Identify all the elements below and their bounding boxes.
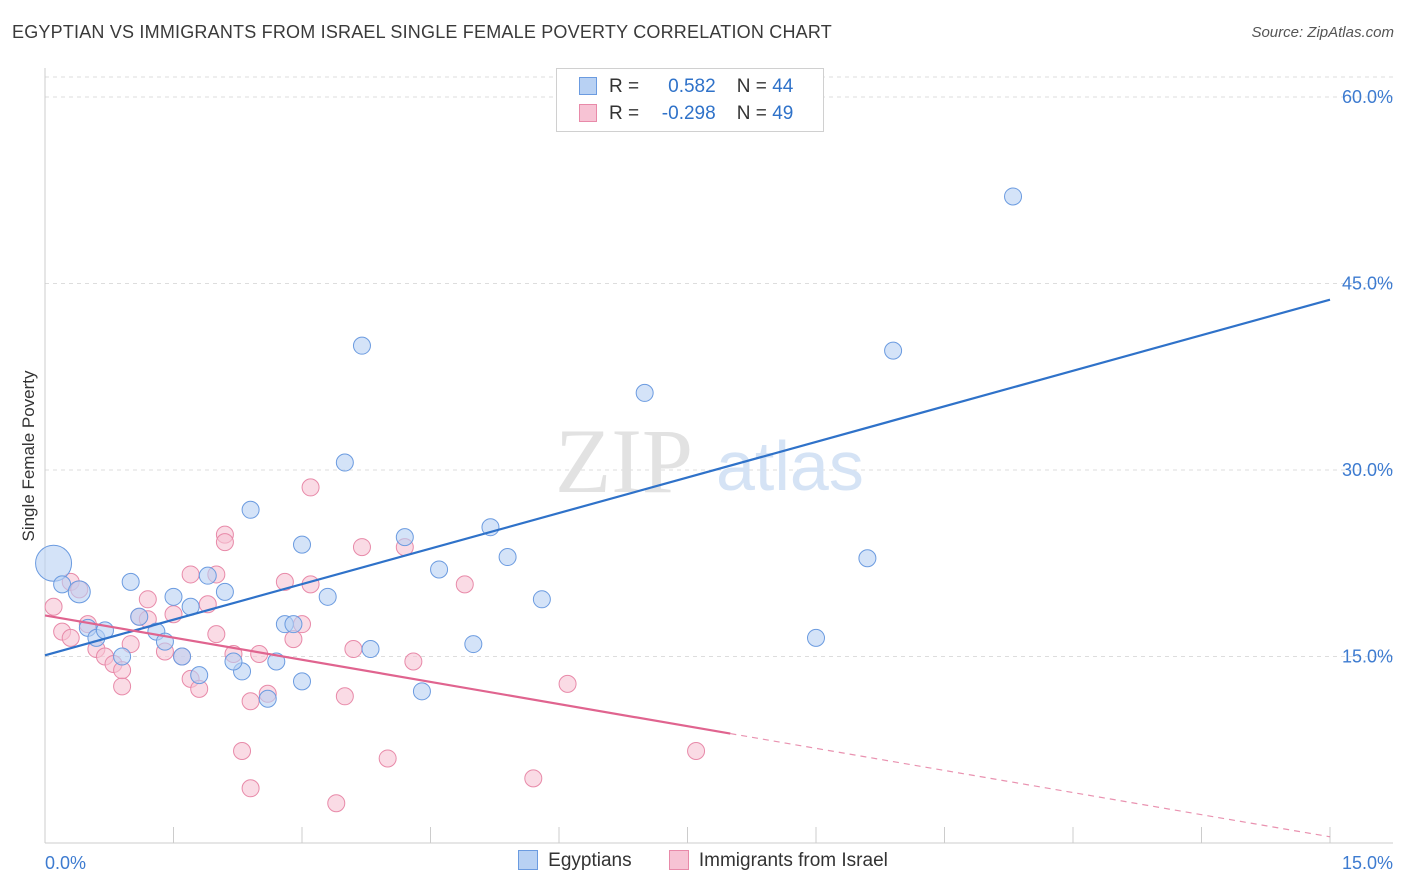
grid-lines [45, 76, 1393, 657]
legend-label-egyptians: Egyptians [548, 850, 632, 871]
legend-swatch-egyptians [518, 850, 539, 870]
point-egyptians [113, 647, 132, 666]
trend-lines [44, 298, 1331, 838]
y-axis-label: Single Female Poverty [19, 370, 38, 542]
chart-title: EGYPTIAN VS IMMIGRANTS FROM ISRAEL SINGL… [12, 22, 832, 42]
watermark-zip: ZIP [555, 410, 693, 512]
legend-label-israel: Immigrants from Israel [698, 850, 888, 871]
point-israel [241, 779, 260, 798]
point-israel [344, 640, 363, 659]
point-israel [524, 769, 543, 788]
point-egyptians [121, 572, 140, 591]
correlation-legend: R = 0.582 N = 44 R = -0.298 N = 49 [556, 68, 824, 132]
point-israel [687, 741, 706, 760]
trend-israel-extrapolated [730, 732, 1331, 838]
legend-n-value: 44 [772, 76, 794, 97]
legend-n-label: N = [736, 103, 767, 124]
point-egyptians [215, 582, 234, 601]
point-israel [352, 538, 371, 557]
watermark-atlas: atlas [716, 427, 864, 505]
point-israel [181, 565, 200, 584]
point-egyptians [498, 548, 517, 567]
point-egyptians [361, 640, 380, 659]
point-egyptians [335, 453, 354, 472]
legend-row-israel: R = -0.298 N = 49 [579, 103, 793, 125]
point-egyptians [198, 566, 217, 585]
point-egyptians [173, 647, 192, 666]
point-egyptians [395, 528, 414, 547]
point-egyptians [318, 587, 337, 606]
point-israel [215, 533, 234, 552]
point-israel [113, 677, 132, 696]
legend-r-value: 0.582 [668, 76, 716, 97]
y-tick-label: 15.0% [1342, 647, 1393, 667]
point-israel [44, 597, 63, 616]
point-egyptians [430, 560, 449, 579]
series-legend: Egyptians Immigrants from Israel [0, 850, 1406, 872]
point-egyptians [807, 628, 825, 647]
legend-item-israel[interactable]: Immigrants from Israel [668, 850, 888, 872]
legend-r-label: R = [609, 76, 640, 97]
point-egyptians [258, 689, 277, 708]
point-israel [327, 794, 346, 813]
trend-israel [44, 614, 731, 735]
point-israel [404, 652, 423, 671]
point-egyptians [532, 590, 551, 609]
point-egyptians [1004, 187, 1023, 206]
point-egyptians [241, 500, 260, 519]
point-egyptians [130, 607, 149, 626]
axes [44, 68, 1393, 844]
point-israel [455, 575, 474, 594]
point-egyptians [164, 587, 183, 606]
point-egyptians [858, 549, 877, 568]
point-egyptians [35, 544, 73, 582]
point-egyptians [464, 635, 483, 654]
axis-labels: 15.0% 30.0% 45.0% 60.0% 0.0% 15.0% Single Fema… [19, 87, 1393, 873]
point-egyptians [267, 652, 286, 671]
x-tick-label: 0.0% [45, 853, 86, 873]
legend-n-value: 49 [772, 103, 794, 124]
legend-n-label: N = [736, 76, 767, 97]
point-egyptians [412, 682, 431, 701]
series-egyptians [35, 187, 1023, 708]
source-label: Source: ZipAtlas.com [1251, 24, 1394, 41]
y-tick-label: 60.0% [1342, 87, 1393, 107]
point-israel [301, 478, 320, 497]
legend-item-egyptians[interactable]: Egyptians [518, 850, 632, 872]
point-israel [207, 625, 226, 644]
point-egyptians [293, 672, 311, 691]
point-egyptians [284, 615, 303, 634]
point-egyptians [352, 336, 371, 355]
y-tick-label: 30.0% [1342, 460, 1393, 480]
point-egyptians [190, 666, 209, 685]
legend-r-label: R = [609, 103, 640, 124]
point-israel [61, 628, 80, 647]
point-egyptians [67, 580, 91, 604]
legend-r-value: -0.298 [661, 103, 716, 124]
legend-swatch-blue [579, 77, 597, 95]
point-egyptians [884, 341, 903, 360]
point-israel [233, 741, 252, 760]
watermark: ZIP atlas [555, 410, 864, 512]
legend-row-egyptians: R = 0.582 N = 44 [579, 76, 793, 98]
point-israel [275, 572, 294, 591]
point-israel [335, 687, 354, 706]
legend-swatch-pink [579, 104, 597, 122]
point-egyptians [224, 652, 243, 671]
point-israel [241, 692, 260, 711]
point-egyptians [293, 535, 311, 554]
point-egyptians [635, 383, 654, 402]
point-israel [378, 749, 397, 768]
trend-egyptians [44, 298, 1331, 657]
x-tick-label: 15.0% [1342, 853, 1393, 873]
point-israel [558, 674, 577, 693]
point-israel [121, 635, 140, 654]
y-tick-label: 45.0% [1342, 274, 1393, 294]
point-israel [138, 590, 157, 609]
legend-swatch-israel [668, 850, 689, 870]
